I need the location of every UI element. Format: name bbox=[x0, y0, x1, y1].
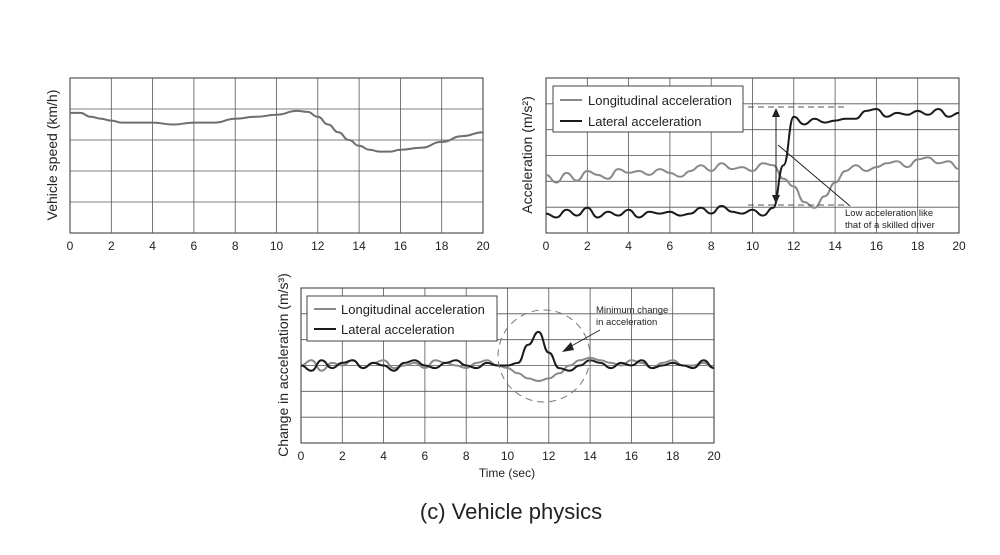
x-tick-label: 12 bbox=[542, 449, 556, 463]
x-tick-label: 0 bbox=[543, 239, 550, 253]
acceleration-y-axis-label: Acceleration (m/s²) bbox=[519, 96, 535, 213]
range-arrow-head-top bbox=[772, 108, 780, 117]
annotation-text-skilled-driver: Low acceleration like that of a skilled d… bbox=[845, 208, 935, 231]
x-tick-label: 10 bbox=[746, 239, 760, 253]
x-tick-label: 8 bbox=[708, 239, 715, 253]
acceleration-x-ticks: 0 2 4 6 8 10 12 14 16 18 20 bbox=[543, 239, 966, 253]
legend-label-lateral-2: Lateral acceleration bbox=[341, 322, 454, 337]
jerk-chart: 0 2 4 6 8 10 12 14 16 18 20 Change in acceleration… bbox=[275, 273, 721, 480]
speed-grid bbox=[70, 78, 483, 233]
highlight-circle bbox=[497, 309, 591, 403]
acceleration-chart: 0 2 4 6 8 10 12 14 16 18 20 Acceleration (m/s²) Lo… bbox=[519, 77, 966, 253]
speed-line bbox=[70, 109, 484, 153]
x-tick-label: 18 bbox=[911, 239, 925, 253]
legend-label-longitudinal: Longitudinal acceleration bbox=[588, 93, 732, 108]
x-tick-label: 16 bbox=[394, 239, 408, 253]
annotation-leader-line bbox=[777, 144, 851, 207]
x-tick-label: 12 bbox=[787, 239, 801, 253]
x-tick-label: 16 bbox=[870, 239, 884, 253]
x-tick-label: 20 bbox=[476, 239, 490, 253]
x-tick-label: 14 bbox=[828, 239, 842, 253]
speed-chart: 0 2 4 6 8 10 12 14 16 18 20 Vehicle speed (km/h) bbox=[44, 77, 490, 253]
jerk-y-axis-label: Change in acceleration (m/s³) bbox=[275, 273, 291, 457]
x-tick-label: 0 bbox=[298, 449, 305, 463]
jerk-x-axis-label: Time (sec) bbox=[479, 466, 535, 480]
x-tick-label: 18 bbox=[435, 239, 449, 253]
x-tick-label: 6 bbox=[191, 239, 198, 253]
jerk-series bbox=[300, 330, 715, 382]
x-tick-label: 10 bbox=[270, 239, 284, 253]
x-tick-label: 2 bbox=[339, 449, 346, 463]
speed-series bbox=[70, 109, 484, 153]
x-tick-label: 14 bbox=[352, 239, 366, 253]
x-tick-label: 8 bbox=[232, 239, 239, 253]
x-tick-label: 14 bbox=[583, 449, 597, 463]
x-tick-label: 16 bbox=[625, 449, 639, 463]
longitudinal-acceleration-line bbox=[545, 156, 960, 209]
x-tick-label: 6 bbox=[422, 449, 429, 463]
jerk-x-ticks: 0 2 4 6 8 10 12 14 16 18 20 bbox=[298, 449, 721, 463]
jerk-annotation: Minimum change in acceleration bbox=[497, 305, 668, 403]
x-tick-label: 8 bbox=[463, 449, 470, 463]
speed-x-ticks: 0 2 4 6 8 10 12 14 16 18 20 bbox=[67, 239, 490, 253]
annotation-arrow-head bbox=[562, 342, 574, 352]
x-tick-label: 4 bbox=[149, 239, 156, 253]
speed-y-axis-label: Vehicle speed (km/h) bbox=[44, 90, 60, 221]
acceleration-annotation: Low acceleration like that of a skilled d… bbox=[748, 106, 935, 231]
legend-label-lateral: Lateral acceleration bbox=[588, 114, 701, 129]
x-tick-label: 4 bbox=[625, 239, 632, 253]
x-tick-label: 6 bbox=[667, 239, 674, 253]
figure-caption: (c) Vehicle physics bbox=[420, 499, 602, 524]
acceleration-series bbox=[545, 108, 960, 219]
lateral-acceleration-line bbox=[545, 108, 960, 219]
x-tick-label: 4 bbox=[380, 449, 387, 463]
x-tick-label: 12 bbox=[311, 239, 325, 253]
x-tick-label: 0 bbox=[67, 239, 74, 253]
x-tick-label: 10 bbox=[501, 449, 515, 463]
range-arrow-head-bottom bbox=[772, 195, 780, 204]
x-tick-label: 20 bbox=[952, 239, 966, 253]
lateral-change-line bbox=[300, 330, 715, 372]
x-tick-label: 20 bbox=[707, 449, 721, 463]
jerk-legend-box bbox=[306, 295, 498, 342]
acceleration-legend-box bbox=[552, 85, 744, 133]
x-tick-label: 2 bbox=[584, 239, 591, 253]
x-tick-label: 2 bbox=[108, 239, 115, 253]
annotation-text-minimum-change: Minimum change in acceleration bbox=[596, 305, 668, 328]
x-tick-label: 18 bbox=[666, 449, 680, 463]
legend-label-longitudinal-2: Longitudinal acceleration bbox=[341, 302, 485, 317]
